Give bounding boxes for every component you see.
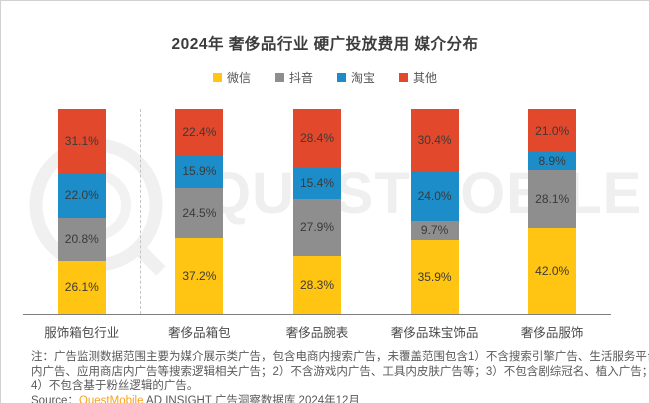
segment-value-label: 15.9% <box>182 164 217 179</box>
chart-title: 2024年 奢侈品行业 硬广投放费用 媒介分布 <box>171 36 479 53</box>
bar-segment: 24.0% <box>410 171 459 221</box>
bar-segment: 20.8% <box>57 217 106 261</box>
segment-value-label: 15.4% <box>299 176 334 191</box>
segment-value-label: 30.4% <box>417 133 452 148</box>
segment-value-label: 42.0% <box>535 263 570 278</box>
legend-item: 其他 <box>399 69 437 86</box>
bar-column: 37.2% 24.5% 15.9% 22.4% <box>141 109 259 314</box>
bar-column: 26.1% 20.8% 22.0% 31.1% <box>23 109 141 314</box>
bar-segment: 28.1% <box>528 170 577 228</box>
bar-segment: 22.4% <box>175 109 224 155</box>
segment-value-label: 22.4% <box>182 124 217 139</box>
segment-value-label: 26.1% <box>64 280 99 295</box>
bar-column: 35.9% 9.7% 24.0% 30.4% <box>376 109 494 314</box>
segment-value-label: 21.0% <box>535 123 570 138</box>
legend-swatch <box>212 73 222 82</box>
legend-item: 淘宝 <box>337 69 375 86</box>
footnote-line: 注：广告监测数据范围主要为媒介展示类广告，包含电商内搜索广告，未覆盖范围包含1）… <box>31 351 650 363</box>
legend-label: 淘宝 <box>351 71 376 85</box>
bar-segment: 8.9% <box>528 152 577 171</box>
footnote-line: 内广告、应用商店内广告等搜索逻辑相关广告；2）不含游戏内广告、工具内皮肤广告等；… <box>31 365 650 378</box>
segment-value-label: 9.7% <box>420 223 449 238</box>
bar-segment: 37.2% <box>175 237 224 314</box>
bar-segment: 28.4% <box>292 109 341 168</box>
bar-segment: 42.0% <box>528 227 577 314</box>
legend: 微信 抖音 淘宝 其他 <box>1 69 649 86</box>
legend-item: 微信 <box>212 69 251 86</box>
segment-value-label: 22.0% <box>64 188 99 203</box>
bar-segment: 9.7% <box>410 220 459 241</box>
legend-label: 其他 <box>413 71 438 85</box>
legend-item: 抖音 <box>274 69 313 86</box>
category-labels-row: 服饰箱包行业 奢侈品箱包 奢侈品腕表 奢侈品珠宝饰品 奢侈品服饰 <box>23 315 611 341</box>
bar-segment: 26.1% <box>57 260 106 314</box>
bar-segment: 21.0% <box>528 109 577 153</box>
legend-swatch <box>399 73 409 82</box>
footnote: 注：广告监测数据范围主要为媒介展示类广告，包含电商内搜索广告，未覆盖范围包含1）… <box>31 350 650 394</box>
source-brand: QuestMobile <box>78 394 144 404</box>
segment-value-label: 31.1% <box>64 133 99 148</box>
bar-segment: 31.1% <box>57 109 106 173</box>
segment-value-label: 24.5% <box>182 205 217 220</box>
legend-label: 抖音 <box>288 71 313 85</box>
bars-row: 26.1% 20.8% 22.0% 31.1% 37.2% 24.5% 15.9% 22.4%… <box>23 109 611 314</box>
bar-segment: 22.0% <box>57 172 106 218</box>
legend-swatch <box>274 73 284 82</box>
segment-value-label: 28.4% <box>299 131 334 146</box>
category-label: 奢侈品珠宝饰品 <box>390 326 479 340</box>
footnote-line: 4）不包含基于粉丝逻辑的广告。 <box>31 380 199 392</box>
segment-value-label: 28.3% <box>299 278 334 292</box>
stacked-bar: 37.2% 24.5% 15.9% 22.4% <box>175 109 224 314</box>
source-line: Source：QuestMobile AD INSIGHT 广告洞察数据库 20… <box>31 394 619 404</box>
category-label: 奢侈品服饰 <box>520 326 584 340</box>
stacked-bar: 28.3% 27.9% 15.4% 28.4% <box>292 109 341 314</box>
source-prefix: Source： <box>31 394 79 404</box>
stacked-bar: 35.9% 9.7% 24.0% 30.4% <box>410 109 459 314</box>
category-label: 奢侈品箱包 <box>168 326 231 340</box>
bar-segment: 15.4% <box>292 167 341 199</box>
segment-value-label: 37.2% <box>182 268 217 283</box>
segment-value-label: 35.9% <box>417 270 452 285</box>
stacked-bar: 42.0% 28.1% 8.9% 21.0% <box>528 109 577 314</box>
chart-area: QUESTMOBILE 26.1%20.8%22.0%31.1%37.2%24.… <box>23 109 641 315</box>
bar-column: 42.0% 28.1% 8.9% 21.0% <box>493 109 611 314</box>
stacked-bar: 26.1% 20.8% 22.0% 31.1% <box>57 109 106 314</box>
category-label: 服饰箱包行业 <box>44 326 120 340</box>
bar-segment: 28.3% <box>292 256 341 314</box>
segment-value-label: 28.1% <box>535 192 570 207</box>
segment-value-label: 20.8% <box>64 232 99 247</box>
bar-segment: 30.4% <box>410 109 459 172</box>
bar-segment: 35.9% <box>410 240 459 314</box>
bar-column: 28.3% 27.9% 15.4% 28.4% <box>258 109 376 314</box>
category-label: 奢侈品腕表 <box>285 326 349 340</box>
segment-value-label: 27.9% <box>299 220 334 235</box>
legend-label: 微信 <box>226 71 251 85</box>
bar-segment: 27.9% <box>292 198 341 256</box>
legend-swatch <box>337 73 346 82</box>
bar-segment: 24.5% <box>175 187 224 238</box>
segment-value-label: 8.9% <box>538 154 566 169</box>
source-rest: AD INSIGHT 广告洞察数据库 2024年12月 <box>143 394 360 404</box>
segment-value-label: 24.0% <box>417 188 452 203</box>
bar-segment: 15.9% <box>175 154 224 188</box>
